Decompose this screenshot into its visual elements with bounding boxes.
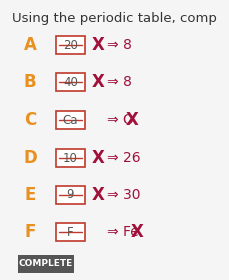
Text: C: C: [24, 111, 36, 129]
Text: ⇒ 26: ⇒ 26: [106, 151, 140, 165]
Text: D: D: [23, 149, 37, 167]
Text: Ca: Ca: [63, 113, 78, 127]
Text: ⇒ 8: ⇒ 8: [106, 75, 131, 89]
Text: 10: 10: [63, 151, 78, 165]
Text: F: F: [67, 225, 74, 239]
Text: E: E: [24, 186, 36, 204]
Text: Using the periodic table, comp: Using the periodic table, comp: [12, 12, 217, 25]
FancyBboxPatch shape: [56, 149, 85, 167]
FancyBboxPatch shape: [56, 36, 85, 54]
Text: A: A: [24, 36, 36, 54]
FancyBboxPatch shape: [56, 223, 85, 241]
Text: ⇒ 30: ⇒ 30: [106, 188, 140, 202]
Text: B: B: [24, 73, 36, 91]
Text: 20: 20: [63, 39, 78, 52]
Text: X: X: [92, 186, 104, 204]
FancyBboxPatch shape: [56, 73, 85, 91]
Text: X: X: [92, 36, 104, 54]
FancyBboxPatch shape: [18, 255, 74, 273]
Text: F: F: [24, 223, 36, 241]
Text: X: X: [92, 73, 104, 91]
Text: X: X: [125, 111, 138, 129]
Text: 40: 40: [63, 76, 78, 88]
Text: 9: 9: [67, 188, 74, 202]
Text: X: X: [92, 149, 104, 167]
Text: ⇒ Fe: ⇒ Fe: [106, 225, 138, 239]
Text: COMPLETE: COMPLETE: [19, 260, 73, 269]
FancyBboxPatch shape: [56, 186, 85, 204]
Text: X: X: [131, 223, 144, 241]
Text: ⇒ O: ⇒ O: [106, 113, 134, 127]
Text: ⇒ 8: ⇒ 8: [106, 38, 131, 52]
FancyBboxPatch shape: [56, 111, 85, 129]
